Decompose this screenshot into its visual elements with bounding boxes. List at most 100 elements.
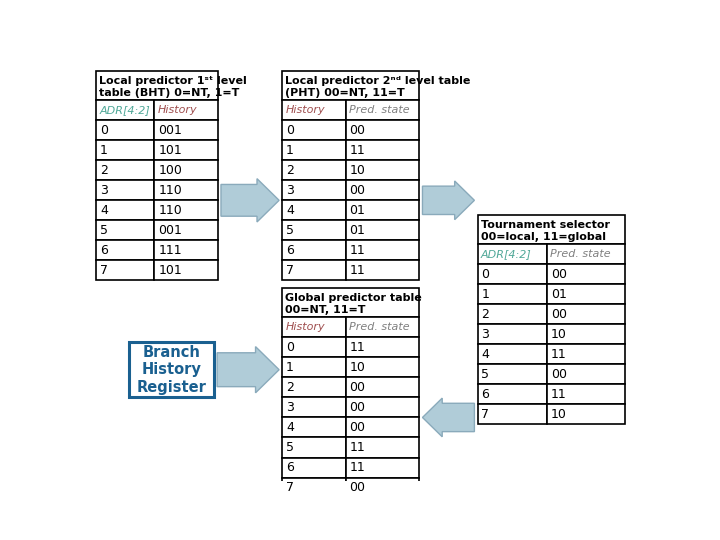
Text: 3: 3 — [482, 328, 490, 341]
Bar — [96, 160, 154, 180]
Text: 3: 3 — [100, 184, 108, 197]
Bar — [346, 140, 419, 160]
Bar — [282, 417, 346, 437]
Text: ADR[4:2]: ADR[4:2] — [481, 249, 531, 259]
Bar — [282, 338, 346, 357]
Bar — [547, 304, 625, 325]
Text: 1: 1 — [286, 361, 294, 374]
Bar — [129, 342, 214, 397]
Bar — [282, 457, 346, 477]
Bar — [154, 160, 218, 180]
Bar — [547, 284, 625, 304]
Bar — [282, 100, 346, 120]
Text: 101: 101 — [158, 144, 182, 157]
Text: 00: 00 — [551, 308, 567, 321]
Text: 1: 1 — [286, 144, 294, 157]
Text: table (BHT) 0=NT, 1=T: table (BHT) 0=NT, 1=T — [99, 88, 240, 98]
Text: 11: 11 — [551, 388, 567, 401]
Polygon shape — [217, 347, 279, 393]
Polygon shape — [423, 398, 474, 437]
Bar — [346, 120, 419, 140]
Text: 00: 00 — [350, 184, 366, 197]
Text: 00: 00 — [350, 401, 366, 414]
Text: 0: 0 — [100, 124, 108, 137]
Bar — [96, 120, 154, 140]
Text: 10: 10 — [551, 408, 567, 421]
Text: 4: 4 — [482, 348, 490, 361]
Text: 00: 00 — [551, 368, 567, 381]
Text: 2: 2 — [482, 308, 490, 321]
Text: Local predictor 1ˢᵗ level: Local predictor 1ˢᵗ level — [99, 76, 247, 85]
Bar — [282, 160, 346, 180]
Text: History: History — [285, 105, 325, 115]
Text: 11: 11 — [350, 144, 365, 157]
Bar — [547, 364, 625, 384]
Text: 11: 11 — [350, 244, 365, 257]
Text: 0: 0 — [286, 341, 294, 354]
Bar — [346, 357, 419, 377]
Text: 5: 5 — [482, 368, 490, 381]
Text: 0: 0 — [482, 268, 490, 281]
Text: 7: 7 — [100, 264, 108, 277]
Bar — [282, 260, 346, 280]
Bar — [282, 220, 346, 240]
Bar — [477, 304, 547, 325]
Text: 7: 7 — [286, 264, 294, 277]
Text: 4: 4 — [286, 421, 294, 434]
Bar — [346, 338, 419, 357]
Text: 00: 00 — [350, 421, 366, 434]
Text: 11: 11 — [350, 461, 365, 474]
Bar — [547, 244, 625, 264]
Text: 00=local, 11=global: 00=local, 11=global — [481, 232, 606, 242]
Text: 11: 11 — [350, 264, 365, 277]
Bar — [282, 377, 346, 397]
Bar — [282, 357, 346, 377]
Bar — [282, 397, 346, 417]
Text: 00: 00 — [350, 124, 366, 137]
Text: 4: 4 — [286, 204, 294, 217]
Bar — [547, 404, 625, 424]
Text: 001: 001 — [158, 224, 182, 237]
Text: 00: 00 — [350, 481, 366, 494]
Bar — [154, 180, 218, 200]
Text: 7: 7 — [286, 481, 294, 494]
Bar — [346, 160, 419, 180]
Text: ADR[4:2]: ADR[4:2] — [99, 105, 150, 115]
Bar — [96, 260, 154, 280]
Text: Tournament selector: Tournament selector — [481, 220, 610, 229]
Text: 01: 01 — [350, 224, 366, 237]
Text: 0: 0 — [286, 124, 294, 137]
Text: 00: 00 — [551, 268, 567, 281]
Bar — [282, 71, 419, 100]
Text: Branch
History
Register: Branch History Register — [136, 345, 207, 395]
Bar — [154, 220, 218, 240]
Bar — [346, 377, 419, 397]
Text: 5: 5 — [100, 224, 108, 237]
Bar — [282, 240, 346, 260]
Bar — [282, 318, 346, 338]
Bar — [282, 180, 346, 200]
Bar — [346, 477, 419, 497]
Bar — [346, 100, 419, 120]
Bar — [154, 240, 218, 260]
Bar — [477, 264, 547, 284]
Text: 11: 11 — [350, 341, 365, 354]
Bar — [154, 100, 218, 120]
Text: 11: 11 — [350, 441, 365, 454]
Bar — [96, 71, 218, 100]
Bar — [346, 180, 419, 200]
Bar — [547, 325, 625, 345]
Text: 111: 111 — [158, 244, 182, 257]
Text: 2: 2 — [286, 164, 294, 177]
Text: History: History — [285, 322, 325, 332]
Text: 5: 5 — [286, 224, 294, 237]
Text: 101: 101 — [158, 264, 182, 277]
Bar — [477, 384, 547, 404]
Text: Global predictor table: Global predictor table — [285, 293, 422, 303]
Text: 11: 11 — [551, 348, 567, 361]
Text: 00=NT, 11=T: 00=NT, 11=T — [285, 305, 366, 315]
Bar — [346, 457, 419, 477]
Bar — [96, 200, 154, 220]
Bar — [477, 404, 547, 424]
Bar — [477, 325, 547, 345]
